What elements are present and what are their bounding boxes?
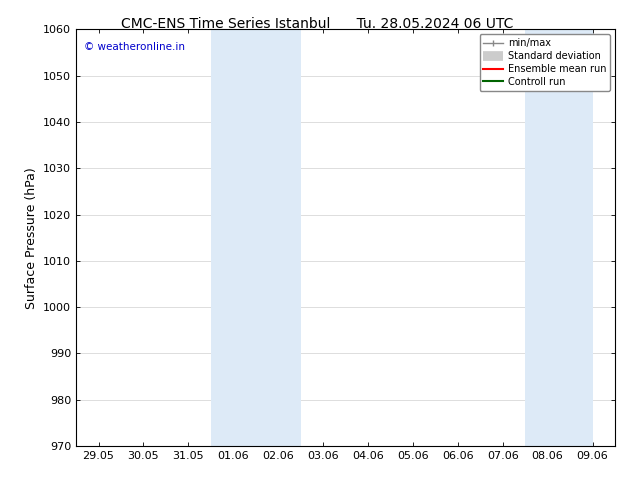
Bar: [210, 29, 301, 446]
Legend: min/max, Standard deviation, Ensemble mean run, Controll run: min/max, Standard deviation, Ensemble me…: [479, 34, 610, 91]
Y-axis label: Surface Pressure (hPa): Surface Pressure (hPa): [25, 167, 37, 309]
Bar: [525, 29, 593, 446]
Text: CMC-ENS Time Series Istanbul      Tu. 28.05.2024 06 UTC: CMC-ENS Time Series Istanbul Tu. 28.05.2…: [121, 17, 513, 31]
Text: © weatheronline.in: © weatheronline.in: [84, 42, 185, 52]
